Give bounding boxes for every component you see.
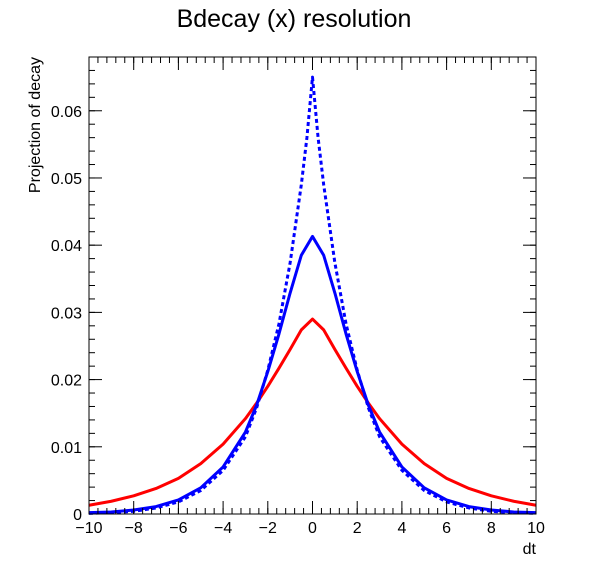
y-axis: 0 0.01 0.02 0.03 0.04 0.05 0.06 bbox=[51, 56, 536, 524]
y-tick-label: 0.04 bbox=[51, 238, 82, 255]
x-tick-label: −6 bbox=[169, 520, 187, 537]
y-tick-label: 0 bbox=[73, 507, 82, 524]
y-tick-label: 0.02 bbox=[51, 373, 82, 390]
y-tick-label: 0.05 bbox=[51, 171, 82, 188]
y-axis-title: Projection of decay bbox=[27, 57, 44, 193]
x-tick-label: −4 bbox=[214, 520, 232, 537]
series-layer bbox=[88, 75, 537, 515]
series-line-2 bbox=[88, 234, 537, 515]
x-tick-label: 0 bbox=[308, 520, 317, 537]
chart-title: Bdecay (x) resolution bbox=[177, 5, 412, 33]
x-tick-label: 4 bbox=[397, 520, 406, 537]
series-line-1 bbox=[88, 317, 537, 507]
x-tick-label: −2 bbox=[259, 520, 277, 537]
y-tick-label: 0.03 bbox=[51, 305, 82, 322]
x-axis-title: dt bbox=[523, 541, 537, 558]
y-tick-label: 0.01 bbox=[51, 440, 82, 457]
x-tick-label: 2 bbox=[353, 520, 362, 537]
x-tick-label: 6 bbox=[442, 520, 451, 537]
series-line-3 bbox=[88, 75, 537, 515]
x-tick-label: 10 bbox=[527, 520, 545, 537]
x-tick-label: 8 bbox=[487, 520, 496, 537]
x-axis: −10 −8 −6 −4 −2 0 2 4 6 8 10 bbox=[75, 57, 545, 537]
x-tick-label: −8 bbox=[125, 520, 143, 537]
x-tick-label: −10 bbox=[75, 520, 102, 537]
y-tick-label: 0.06 bbox=[51, 104, 82, 121]
